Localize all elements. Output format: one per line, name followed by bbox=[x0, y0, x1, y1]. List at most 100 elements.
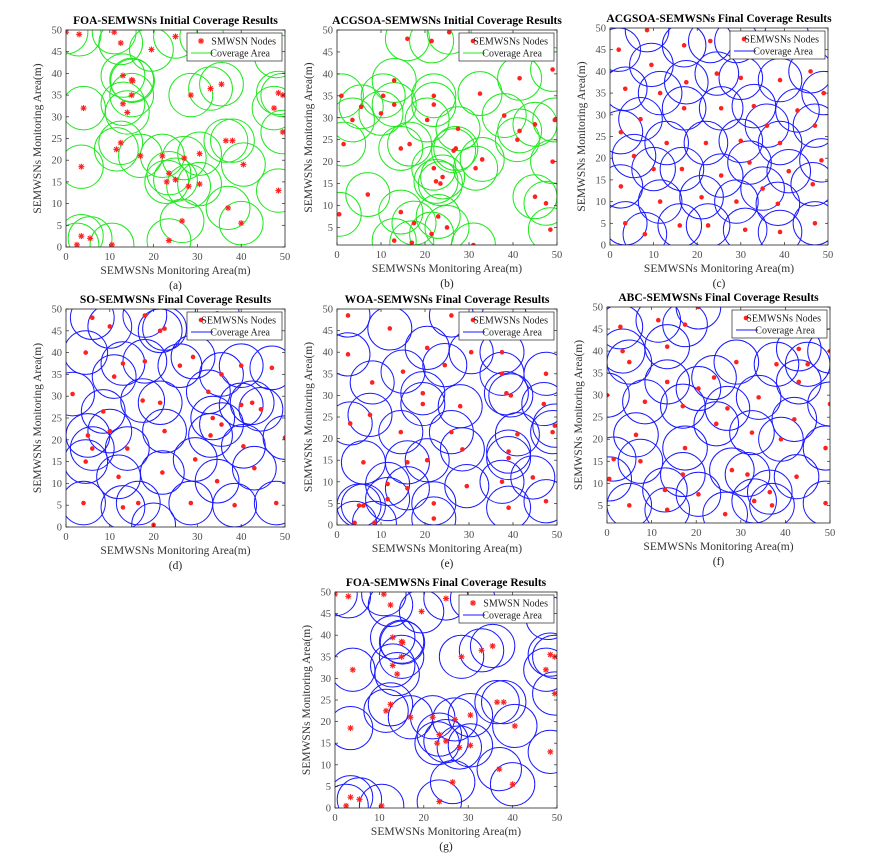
coverage-circle bbox=[400, 381, 446, 427]
sensor-node bbox=[252, 465, 257, 471]
coverage-circle bbox=[530, 410, 557, 455]
sensor-node bbox=[547, 748, 554, 755]
node-stroke bbox=[118, 40, 124, 46]
sensor-node bbox=[764, 123, 770, 128]
node-stroke bbox=[387, 602, 394, 608]
x-tick-label: 10 bbox=[646, 528, 657, 539]
legend-node-marker bbox=[470, 38, 476, 44]
sensor-node bbox=[190, 354, 196, 360]
node-stroke bbox=[347, 794, 354, 800]
coverage-circle bbox=[338, 84, 384, 130]
y-tick-label: 45 bbox=[596, 45, 607, 56]
sensor-node bbox=[367, 412, 373, 418]
sensor-node bbox=[345, 352, 351, 357]
node-stroke bbox=[350, 667, 356, 673]
y-tick-label: 40 bbox=[596, 67, 607, 78]
coverage-circle bbox=[492, 703, 538, 749]
sensor-node bbox=[455, 126, 461, 132]
sensor-node bbox=[734, 359, 739, 365]
sensor-node bbox=[543, 498, 549, 504]
sensor-node bbox=[705, 223, 711, 228]
sensor-node bbox=[517, 128, 522, 134]
coverage-circle bbox=[481, 680, 527, 725]
sensor-node bbox=[506, 449, 511, 454]
legend-box bbox=[731, 309, 828, 339]
sensor-node bbox=[680, 472, 686, 477]
sensor-node bbox=[429, 38, 434, 44]
coverage-circle bbox=[802, 425, 830, 471]
coverage-circle bbox=[731, 478, 777, 523]
sensor-node bbox=[157, 328, 163, 334]
coverage-circle bbox=[698, 86, 744, 131]
sensor-node bbox=[271, 105, 278, 112]
sensor-node bbox=[358, 104, 364, 110]
legend-label-coverage: Coverage Area bbox=[755, 326, 815, 337]
sensor-node bbox=[165, 170, 172, 177]
sensor-node bbox=[443, 595, 449, 602]
y-tick-label: 50 bbox=[323, 26, 334, 37]
x-tick-label: 40 bbox=[508, 530, 519, 541]
coverage-circle bbox=[409, 211, 455, 245]
node-stroke bbox=[76, 31, 82, 37]
sensor-node bbox=[405, 460, 410, 465]
sensor-node bbox=[638, 458, 643, 464]
node-stroke bbox=[379, 803, 385, 808]
sensor-node bbox=[385, 481, 390, 487]
sensor-node bbox=[116, 474, 121, 480]
y-tick-label: 15 bbox=[321, 739, 332, 750]
y-tick-label: 35 bbox=[596, 89, 607, 100]
coverage-circle bbox=[379, 620, 426, 665]
sensor-node bbox=[400, 369, 406, 374]
coverage-circle bbox=[713, 339, 760, 385]
node-stroke bbox=[129, 92, 135, 98]
coverage-circle bbox=[512, 174, 557, 220]
y-tick-label: 35 bbox=[323, 91, 334, 102]
sensor-node bbox=[389, 634, 396, 641]
sensor-node bbox=[532, 122, 538, 127]
y-tick-label: 45 bbox=[323, 326, 334, 337]
sensor-node bbox=[391, 78, 397, 83]
node-stroke bbox=[390, 634, 396, 640]
sensor-node bbox=[751, 103, 757, 109]
node-stroke bbox=[181, 155, 187, 161]
coverage-circle bbox=[67, 216, 113, 247]
y-tick-label: 15 bbox=[323, 456, 334, 467]
y-tick-label: 5 bbox=[328, 223, 333, 234]
coverage-circle bbox=[253, 480, 285, 526]
coverage-circle bbox=[802, 480, 830, 523]
node-stroke bbox=[166, 170, 172, 176]
coverage-circle bbox=[622, 211, 668, 245]
subplot-f: 0 10 20 30 40 50 5 10 15 20 25 30 35 40 45 50 ABC-SEMWSN… bbox=[573, 292, 835, 568]
coverage-circle bbox=[139, 450, 185, 495]
coverage-circle bbox=[693, 401, 740, 447]
coverage-circle bbox=[365, 476, 411, 522]
y-tick-label: 35 bbox=[52, 91, 63, 102]
sensor-node bbox=[238, 220, 245, 227]
y-tick-label: 30 bbox=[321, 674, 332, 685]
sensor-node bbox=[796, 379, 802, 385]
coverage-circle bbox=[335, 592, 358, 617]
sensor-node bbox=[550, 67, 555, 72]
x-tick-label: 50 bbox=[280, 252, 291, 263]
y-tick-label: 50 bbox=[52, 26, 63, 37]
node-stroke bbox=[78, 164, 84, 170]
sensor-node bbox=[777, 77, 783, 83]
coverage-circle bbox=[527, 632, 557, 677]
x-tick-label: 40 bbox=[236, 252, 247, 263]
coverage-circle bbox=[87, 408, 133, 454]
node-stroke bbox=[118, 140, 124, 146]
plot-area bbox=[66, 30, 285, 247]
sensor-node bbox=[777, 229, 783, 235]
coverage-circle bbox=[335, 705, 374, 751]
coverage-circle bbox=[220, 424, 266, 469]
coverage-circle bbox=[378, 126, 424, 171]
node-stroke bbox=[552, 690, 557, 697]
y-tick-label: 0 bbox=[57, 243, 62, 254]
y-tick-label: 30 bbox=[323, 113, 334, 124]
coverage-circle bbox=[631, 146, 676, 192]
sensor-node bbox=[78, 233, 85, 240]
node-stroke bbox=[343, 803, 349, 808]
sensor-node bbox=[642, 231, 648, 237]
sensor-node bbox=[631, 153, 637, 159]
sensor-node bbox=[760, 186, 765, 191]
